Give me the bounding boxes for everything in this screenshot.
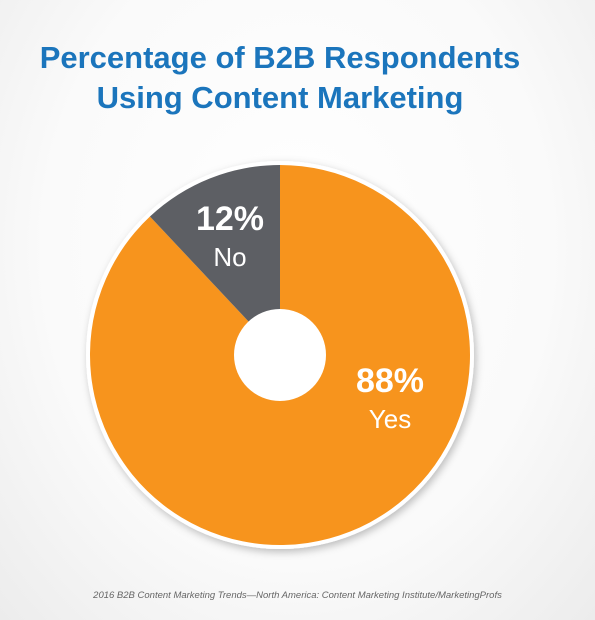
source-note: 2016 B2B Content Marketing Trends—North …: [93, 590, 502, 601]
value-label: 88%: [356, 362, 424, 400]
category-label: No: [213, 242, 246, 272]
pie-slice: [149, 165, 280, 355]
donut-hole: [234, 309, 326, 401]
chart-title: Percentage of B2B Respondents Using Cont…: [39, 40, 521, 115]
value-label: 12%: [196, 200, 264, 238]
category-label: Yes: [369, 404, 411, 434]
